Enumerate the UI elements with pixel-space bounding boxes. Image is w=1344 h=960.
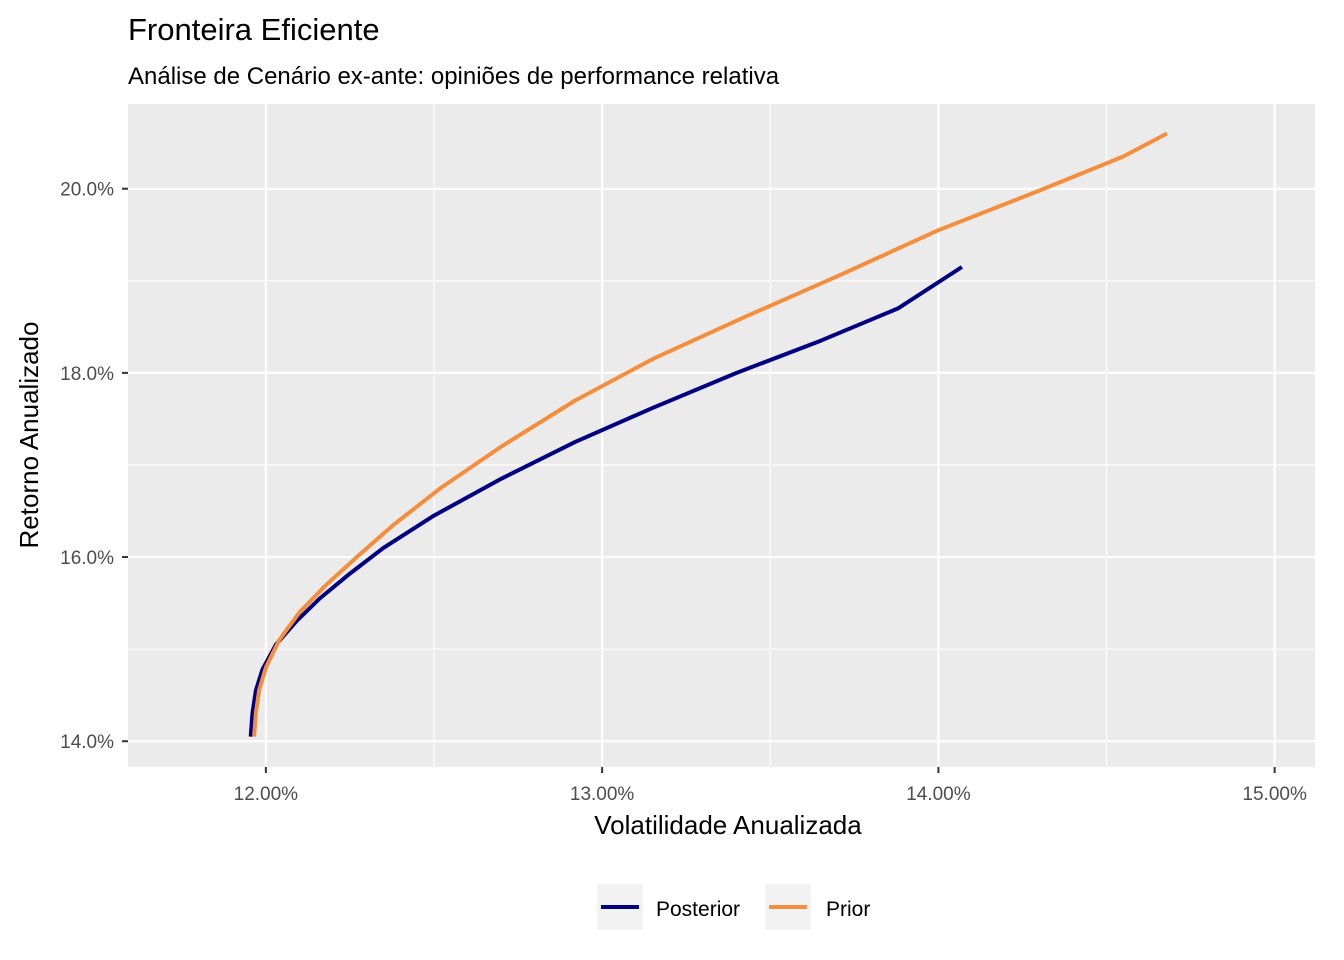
x-tick-label: 15.00% <box>1242 784 1307 805</box>
series-line-posterior <box>248 265 963 737</box>
chart-title: Fronteira Eficiente <box>128 12 380 47</box>
chart-subtitle: Análise de Cenário ex-ante: opiniões de … <box>128 63 780 90</box>
axis-ticks <box>122 187 1276 773</box>
grid-minor <box>128 104 1315 767</box>
y-tick-label: 14.0% <box>60 732 114 753</box>
x-tick-label: 13.00% <box>570 784 635 805</box>
legend-label-posterior: Posterior <box>656 898 740 921</box>
x-tick-label: 14.00% <box>906 784 971 805</box>
y-tick-label: 18.0% <box>60 364 114 385</box>
plot-panel <box>128 104 1315 767</box>
series-layer <box>248 131 1168 737</box>
x-axis-title: Volatilidade Anualizada <box>594 810 862 840</box>
tick-labels: 12.00% 13.00% 14.00% 15.00% 14.0% 16.0% 18.0% 2… <box>60 180 1307 805</box>
legend: Posterior Prior <box>597 884 870 930</box>
y-tick-label: 20.0% <box>60 180 114 201</box>
y-axis-title: Retorno Anualizado <box>14 322 44 549</box>
y-tick-label: 16.0% <box>60 548 114 569</box>
x-tick-label: 12.00% <box>234 784 299 805</box>
legend-label-prior: Prior <box>826 898 870 921</box>
grid-major <box>128 104 1315 767</box>
series-line-prior <box>252 131 1168 737</box>
